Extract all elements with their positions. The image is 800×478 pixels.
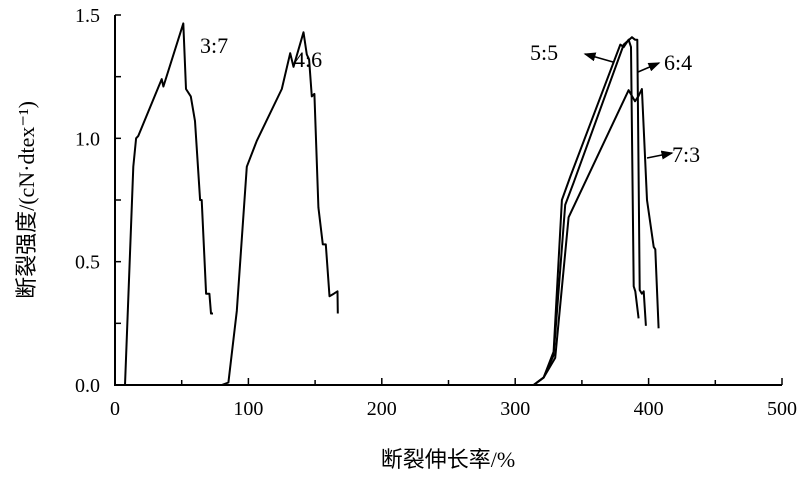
y-tick-label: 1.0 bbox=[75, 128, 100, 150]
y-tick-label: 1.5 bbox=[75, 5, 100, 27]
arrow-5-5 bbox=[583, 52, 614, 63]
arrow-7-3 bbox=[646, 150, 674, 160]
annotation-3-7: 3:7 bbox=[200, 33, 228, 58]
series-line-3-7 bbox=[115, 22, 213, 386]
y-axis-title: 断裂强度/(cN·dtex⁻¹) bbox=[14, 101, 39, 299]
x-axis-title: 断裂伸长率/% bbox=[381, 447, 515, 472]
arrow-6-4 bbox=[637, 62, 661, 73]
x-tick-label: 500 bbox=[767, 398, 797, 420]
annotation-6-4: 6:4 bbox=[664, 50, 692, 75]
annotation-5-5: 5:5 bbox=[530, 40, 558, 65]
x-tick-label: 100 bbox=[233, 398, 263, 420]
y-tick-label: 0.0 bbox=[75, 375, 100, 397]
x-tick-label: 400 bbox=[634, 398, 664, 420]
series-line-7-3 bbox=[115, 88, 660, 386]
series-line-5-5 bbox=[115, 38, 640, 386]
annotation-4-6: 4:6 bbox=[294, 47, 322, 72]
x-tick-label: 200 bbox=[367, 398, 397, 420]
ticks bbox=[114, 14, 783, 386]
series-line-4-6 bbox=[115, 31, 339, 386]
tick-labels: 0 100 200 300 400 500 0.0 0.5 1.0 1.5 bbox=[75, 5, 797, 420]
curves bbox=[115, 22, 660, 386]
series-line-6-4 bbox=[115, 36, 647, 386]
annotation-7-3: 7:3 bbox=[672, 142, 700, 167]
y-tick-label: 0.5 bbox=[75, 252, 100, 274]
x-tick-label: 300 bbox=[500, 398, 530, 420]
x-tick-label: 0 bbox=[110, 398, 120, 420]
